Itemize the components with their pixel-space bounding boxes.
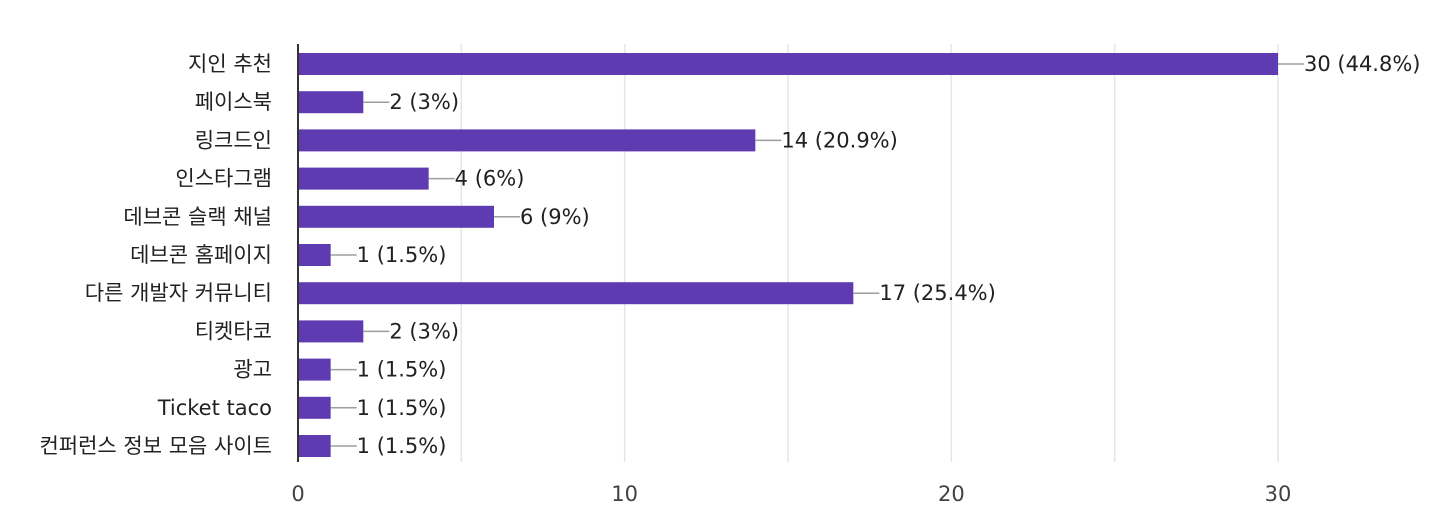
category-label: 지인 추천 <box>188 52 272 76</box>
bar <box>298 167 429 190</box>
data-label: 14 (20.9%) <box>781 128 898 152</box>
category-label: 다른 개발자 커뮤니티 <box>85 281 272 305</box>
category-label: 컨퍼런스 정보 모음 사이트 <box>39 434 272 458</box>
data-label: 1 (1.5%) <box>357 396 447 420</box>
x-tick-label: 20 <box>938 482 965 506</box>
labels: 30 (44.8%) 지인 추천 2 (3%) 페이스북 14 (20.9%) 링크드인 4… <box>39 52 1420 506</box>
data-label: 30 (44.8%) <box>1304 52 1421 76</box>
category-label: 페이스북 <box>195 90 272 114</box>
data-label: 1 (1.5%) <box>357 434 447 458</box>
bar <box>298 358 331 381</box>
x-tick-label: 10 <box>611 482 638 506</box>
bar <box>298 320 364 343</box>
data-label: 1 (1.5%) <box>357 358 447 382</box>
bar <box>298 205 494 228</box>
bar <box>298 396 331 419</box>
category-label: 광고 <box>233 358 272 382</box>
category-label: 링크드인 <box>195 128 272 152</box>
data-label: 2 (3%) <box>389 319 459 343</box>
data-label: 2 (3%) <box>389 90 459 114</box>
data-label: 6 (9%) <box>520 205 590 229</box>
category-label: 티켓타코 <box>195 319 272 343</box>
gridlines <box>460 44 1279 462</box>
bars <box>298 53 1304 457</box>
data-label: 17 (25.4%) <box>879 281 996 305</box>
bar <box>298 435 331 457</box>
bar <box>298 244 331 266</box>
bar <box>298 129 756 152</box>
category-label: 데브콘 슬랙 채널 <box>123 205 272 229</box>
data-label: 4 (6%) <box>455 167 525 191</box>
bar <box>298 53 1278 75</box>
category-label: 데브콘 홈페이지 <box>130 243 272 267</box>
x-tick-label: 0 <box>291 482 304 506</box>
x-tick-label: 30 <box>1265 482 1292 506</box>
category-label: 인스타그램 <box>175 167 272 191</box>
bar <box>298 282 854 305</box>
category-label: Ticket taco <box>157 396 272 420</box>
data-label: 1 (1.5%) <box>357 243 447 267</box>
bar <box>298 91 364 114</box>
